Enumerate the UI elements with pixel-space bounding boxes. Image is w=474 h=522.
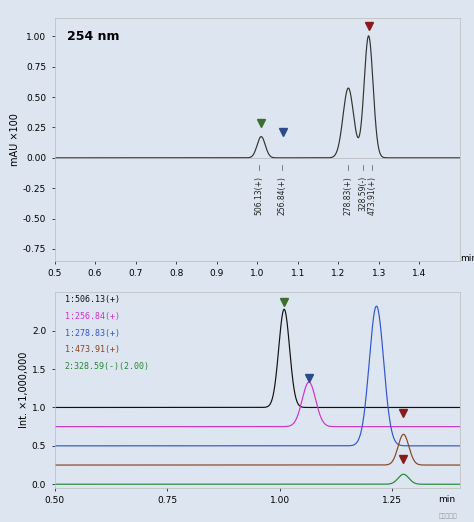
Text: 2:328.59(-)(2.00): 2:328.59(-)(2.00): [64, 362, 150, 371]
Text: 473.91(+): 473.91(+): [367, 176, 376, 215]
Y-axis label: Int. ×1,000,000: Int. ×1,000,000: [19, 352, 29, 429]
Text: 506.13(+): 506.13(+): [255, 176, 264, 215]
Text: min: min: [438, 495, 456, 504]
Text: min: min: [461, 254, 474, 264]
Text: 1:278.83(+): 1:278.83(+): [64, 328, 119, 338]
Text: 仪器信息网: 仪器信息网: [438, 514, 457, 519]
Text: 1:473.91(+): 1:473.91(+): [64, 345, 119, 354]
Text: 254 nm: 254 nm: [67, 30, 119, 43]
Text: 278.83(+): 278.83(+): [344, 176, 353, 215]
Text: 256.84(+): 256.84(+): [278, 176, 287, 215]
Text: 1:256.84(+): 1:256.84(+): [64, 312, 119, 321]
Text: 1:506.13(+): 1:506.13(+): [64, 295, 119, 304]
Y-axis label: mAU ×100: mAU ×100: [10, 113, 20, 166]
Text: 328.59(-): 328.59(-): [359, 176, 368, 211]
